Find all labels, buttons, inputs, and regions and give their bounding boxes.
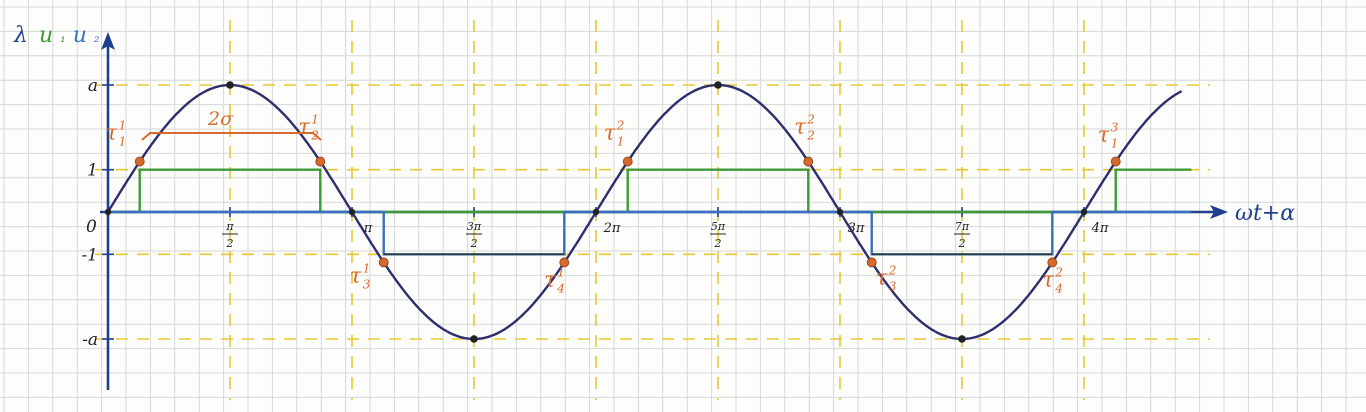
x-tick-label: 4π	[1091, 221, 1109, 236]
tau-label-sup: 2	[806, 113, 815, 127]
extremum-point	[470, 335, 478, 343]
tau-label: τ	[1042, 267, 1054, 291]
x-tick-label-num: 7π	[955, 220, 970, 233]
tau-label-sup: 2	[888, 263, 897, 277]
zero-crossing-point	[348, 208, 356, 216]
tau-label: τ	[350, 263, 362, 287]
tau-label-sub: 1	[617, 135, 625, 149]
tau-point	[315, 156, 326, 167]
tau-label-sub: 1	[119, 135, 127, 149]
sigma-label: 2σ	[207, 108, 234, 130]
tau-label-sup: 1	[119, 119, 127, 133]
x-tick-label-num: 3π	[467, 220, 482, 233]
x-axis-label: ωt+α	[1235, 201, 1295, 226]
tau-point	[559, 257, 570, 268]
tau-label: τ	[876, 265, 888, 289]
zero-crossing-point	[592, 208, 600, 216]
tau-point	[378, 257, 389, 268]
tau-label: τ	[544, 267, 556, 291]
origin-label: 0	[86, 217, 97, 237]
tau-label-sup: 2	[1054, 265, 1063, 279]
zero-crossing-point	[104, 208, 112, 216]
x-tick-label: 2π	[603, 221, 621, 236]
extremum-point	[958, 335, 966, 343]
y-tick-labels: a 1 -1 -a	[81, 76, 98, 350]
tau-label-sub: 3	[363, 277, 371, 291]
y-axis-label-u2: u	[73, 23, 87, 48]
tau-label: τ	[298, 115, 310, 139]
tau-label-sub: 3	[889, 279, 897, 293]
tau-label-sub: 4	[556, 281, 565, 295]
tau-points: τ 11τ 12τ 13 τ 14τ 21τ 22τ 23 τ 24τ 31	[106, 113, 1121, 295]
y-axis-arrow-icon	[101, 32, 115, 50]
tau-label-sub: 2	[806, 129, 815, 143]
y-axis-label-lambda: λ	[13, 23, 28, 48]
tau-label-sup: 3	[1111, 121, 1119, 135]
extremum-point	[226, 81, 234, 89]
x-axis-arrow-icon	[1210, 205, 1228, 219]
dashed-guide-lines	[95, 20, 1210, 400]
y-axis-label: λ u ₁ u ₂	[13, 23, 100, 48]
u1-pulse-series	[108, 168, 1192, 214]
tau-point	[866, 257, 877, 268]
y-axis-label-u2-sub: ₂	[94, 30, 100, 46]
y-axis-label-u1-sub: ₁	[60, 30, 66, 46]
x-tick-label-num: 5π	[711, 220, 726, 233]
y-tick-label: -a	[82, 330, 98, 350]
y-tick-label: 1	[87, 161, 98, 181]
tau-point	[622, 156, 633, 167]
tau-label-sup: 1	[363, 261, 371, 275]
tau-point	[1047, 257, 1058, 268]
zero-crossing-points	[104, 208, 1088, 216]
extremum-points	[226, 81, 966, 343]
tau-point	[803, 156, 814, 167]
tau-label: τ	[1098, 123, 1110, 147]
y-tick-label: -1	[81, 245, 98, 265]
x-tick-label: π	[363, 221, 373, 236]
sigma-bracket: 2σ	[141, 108, 322, 141]
tau-label-sup: 2	[616, 119, 625, 133]
tau-label: τ	[106, 121, 118, 145]
sine-curve-series	[106, 83, 1183, 341]
tau-point	[134, 156, 145, 167]
tau-point	[1110, 156, 1121, 167]
tau-label: τ	[604, 121, 616, 145]
sigma-bracket-line	[141, 132, 322, 141]
tau-label-sup: 1	[557, 265, 565, 279]
x-tick-label-den: 2	[714, 237, 722, 250]
zero-crossing-point	[836, 208, 844, 216]
x-tick-label: 3π	[848, 221, 865, 236]
tau-label-sub: 1	[1111, 137, 1119, 151]
y-tick-label: a	[88, 76, 98, 96]
tau-label: τ	[794, 115, 806, 139]
x-tick-label-den: 2	[226, 237, 234, 250]
tau-label-sup: 1	[311, 113, 319, 127]
zero-crossing-point	[1080, 208, 1088, 216]
u2-pulse-series	[108, 210, 1192, 256]
x-tick-label-den: 2	[958, 237, 966, 250]
tau-label-sub: 4	[1054, 281, 1063, 295]
y-axis-label-u1: u	[39, 23, 53, 48]
extremum-point	[714, 81, 722, 89]
x-tick-label-den: 2	[470, 237, 478, 250]
x-tick-label-num: π	[225, 220, 234, 233]
